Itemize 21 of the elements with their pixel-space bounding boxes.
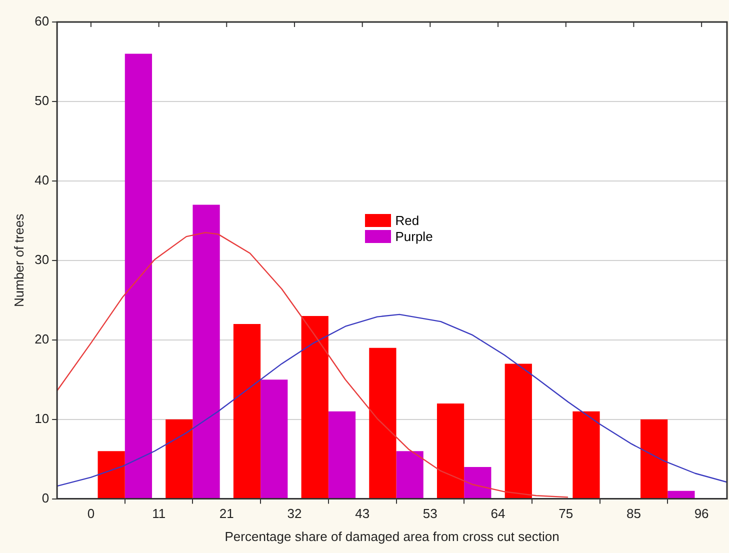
x-tick-label: 11 (152, 506, 166, 522)
x-tick-label: 21 (219, 506, 234, 522)
x-tick-label: 0 (87, 506, 95, 522)
y-tick-label: 50 (34, 93, 50, 108)
x-tick-label: 43 (355, 506, 370, 522)
y-tick-label: 10 (34, 410, 50, 426)
y-tick-label: 20 (34, 331, 50, 346)
x-tick-label: 75 (558, 506, 574, 522)
x-tick-label: 64 (490, 506, 506, 522)
legend-label: Purple (395, 229, 433, 244)
x-tick-label: 32 (287, 506, 302, 522)
x-tick-label: 85 (626, 506, 641, 522)
x-axis-title: Percentage share of damaged area from cross cut section (224, 528, 560, 544)
y-tick-label: 30 (34, 252, 50, 267)
y-tick-label: 40 (34, 172, 50, 188)
legend-label: Red (395, 213, 420, 228)
x-tick-label: 96 (694, 506, 709, 522)
y-tick-label: 0 (42, 490, 50, 506)
y-tick-label: 60 (34, 14, 50, 29)
x-tick-label: 53 (422, 506, 438, 522)
y-axis-title: Number of trees (11, 213, 26, 307)
